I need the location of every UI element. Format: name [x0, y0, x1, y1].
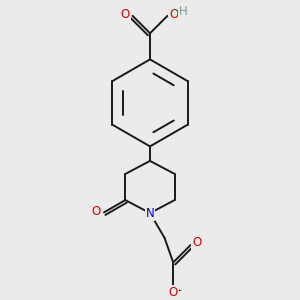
Text: H: H: [179, 5, 188, 18]
Text: O: O: [169, 8, 178, 21]
Text: O: O: [169, 286, 178, 299]
Text: O: O: [192, 236, 202, 249]
Text: O: O: [121, 8, 130, 21]
Text: O: O: [91, 205, 101, 218]
Text: N: N: [146, 207, 154, 220]
